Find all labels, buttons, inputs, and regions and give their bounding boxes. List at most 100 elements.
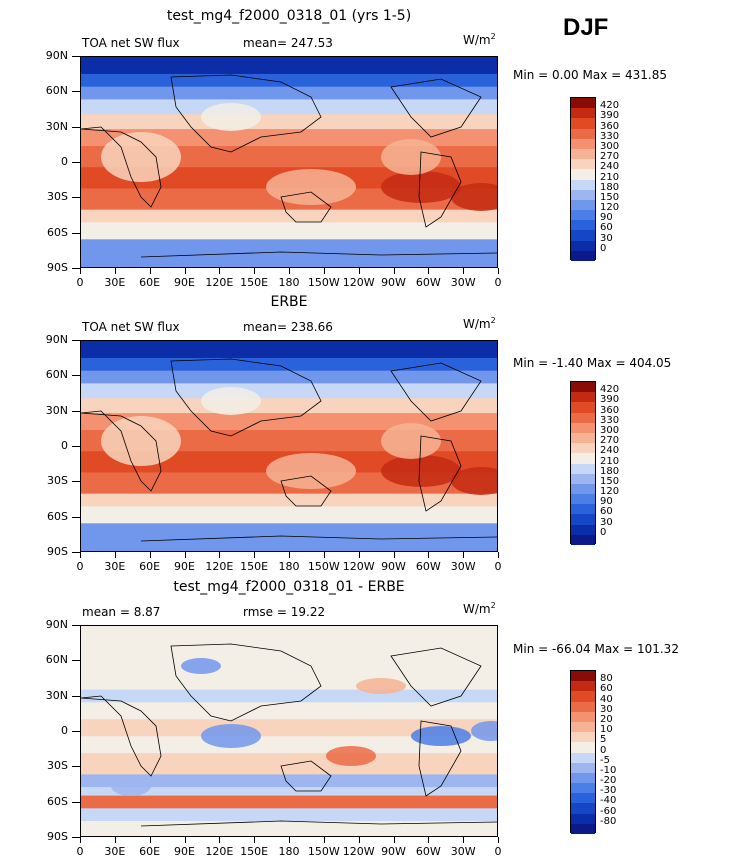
panel-title: ERBE [270, 294, 308, 310]
colorbar-swatch [571, 732, 595, 743]
x-tick-mark [254, 552, 256, 558]
x-tick-label: 120E [205, 276, 234, 289]
colorbar-level-label: -5 [600, 754, 610, 766]
colorbar-level-label: 90 [600, 212, 613, 224]
colorbar-swatch [571, 823, 595, 834]
field-band [81, 736, 497, 754]
colorbar-level-label: 420 [600, 100, 620, 112]
colorbar-swatch [571, 752, 595, 763]
y-tick-label: 30S [47, 759, 68, 773]
field-band [81, 413, 497, 431]
colorbar-level-label: 240 [600, 445, 620, 457]
x-tick-label: 30W [450, 845, 476, 858]
colorbar-swatch [571, 783, 595, 794]
colorbar-swatch [571, 504, 595, 515]
colorbar-swatch [571, 813, 595, 824]
colorbar-swatch [571, 179, 595, 190]
colorbar-level-label: 0 [600, 242, 607, 254]
x-tick-mark [323, 268, 325, 274]
x-tick-label: 120E [205, 845, 234, 858]
x-tick-label: 90E [174, 560, 195, 573]
x-tick-mark [358, 837, 360, 843]
colorbar-swatch [571, 524, 595, 535]
x-tick-mark [498, 268, 499, 274]
x-tick-mark [114, 552, 116, 558]
field-band [81, 357, 497, 372]
coastline [390, 647, 482, 707]
colorbar-level-label: 210 [600, 171, 620, 183]
x-tick-label: 90W [381, 560, 406, 573]
colorbar-level-label: 60 [600, 506, 613, 518]
y-tick-label: 90S [47, 545, 68, 558]
field-blob [101, 416, 181, 466]
colorbar [570, 97, 596, 261]
x-tick-mark [498, 552, 499, 558]
x-tick-label: 60W [415, 276, 441, 289]
field-band [81, 370, 497, 384]
y-tick-mark [72, 340, 80, 341]
coastline [81, 126, 162, 208]
colorbar-swatch [571, 98, 595, 109]
x-tick-mark [254, 837, 256, 843]
colorbar-level-label: 300 [600, 424, 620, 436]
colorbar-swatch [571, 169, 595, 180]
colorbar-swatch [571, 534, 595, 545]
y-tick-label: 0 [61, 439, 68, 452]
colorbar-level-label: 330 [600, 130, 620, 142]
field-blob [381, 455, 461, 487]
y-tick-mark [72, 375, 80, 377]
x-tick-mark [184, 837, 186, 843]
colorbar-level-label: 40 [600, 693, 613, 705]
colorbar-swatch [571, 250, 595, 261]
x-tick-mark [358, 552, 360, 558]
field-band [81, 222, 497, 240]
field-band [81, 523, 497, 551]
coastline [140, 251, 497, 258]
x-tick-mark [219, 268, 221, 274]
y-tick-label: 90N [45, 333, 68, 346]
y-tick-mark [72, 446, 80, 447]
x-tick-label: 90W [381, 276, 406, 289]
colorbar-swatch [571, 148, 595, 160]
y-tick-mark [72, 625, 80, 626]
field-band [81, 787, 497, 797]
field-blob [266, 169, 356, 205]
colorbar-swatch [571, 402, 595, 413]
x-tick-mark [289, 268, 290, 274]
colorbar-level-label: 5 [600, 734, 607, 746]
panel-left-label: mean = 8.87 [82, 605, 161, 619]
min-max-label: Min = 0.00 Max = 431.85 [513, 68, 667, 82]
field-band [81, 86, 497, 100]
y-tick-mark [72, 91, 80, 93]
colorbar-level-label: 150 [600, 191, 620, 203]
x-tick-label: 0 [494, 845, 502, 858]
min-max-label: Min = -1.40 Max = 404.05 [513, 356, 672, 370]
field-blob [181, 658, 221, 674]
colorbar-swatch [571, 412, 595, 423]
x-tick-mark [80, 268, 81, 274]
y-tick-mark [72, 410, 80, 412]
x-tick-label: 150W [307, 845, 340, 858]
field-blob [201, 724, 261, 748]
colorbar-swatch [571, 199, 595, 211]
colorbar-level-label: 60 [600, 222, 613, 234]
x-tick-mark [184, 268, 186, 274]
y-tick-mark [72, 197, 80, 199]
colorbar-level-label: 0 [600, 744, 607, 756]
colorbar-level-label: 360 [600, 404, 620, 416]
x-tick-label: 150E [240, 560, 269, 573]
x-tick-label: 0 [76, 276, 84, 289]
season-label: DJF [563, 14, 609, 41]
colorbar-level-label: -30 [600, 785, 617, 797]
field-band [81, 506, 497, 524]
colorbar-swatch [571, 108, 595, 119]
colorbar-swatch [571, 711, 595, 722]
colorbar-swatch [571, 210, 595, 221]
x-tick-mark [114, 837, 116, 843]
colorbar-swatch [571, 793, 595, 804]
colorbar-level-label: 300 [600, 140, 620, 152]
colorbar-swatch [571, 220, 595, 231]
coastline [170, 358, 322, 437]
y-tick-mark [72, 837, 80, 838]
map-field [81, 57, 497, 267]
